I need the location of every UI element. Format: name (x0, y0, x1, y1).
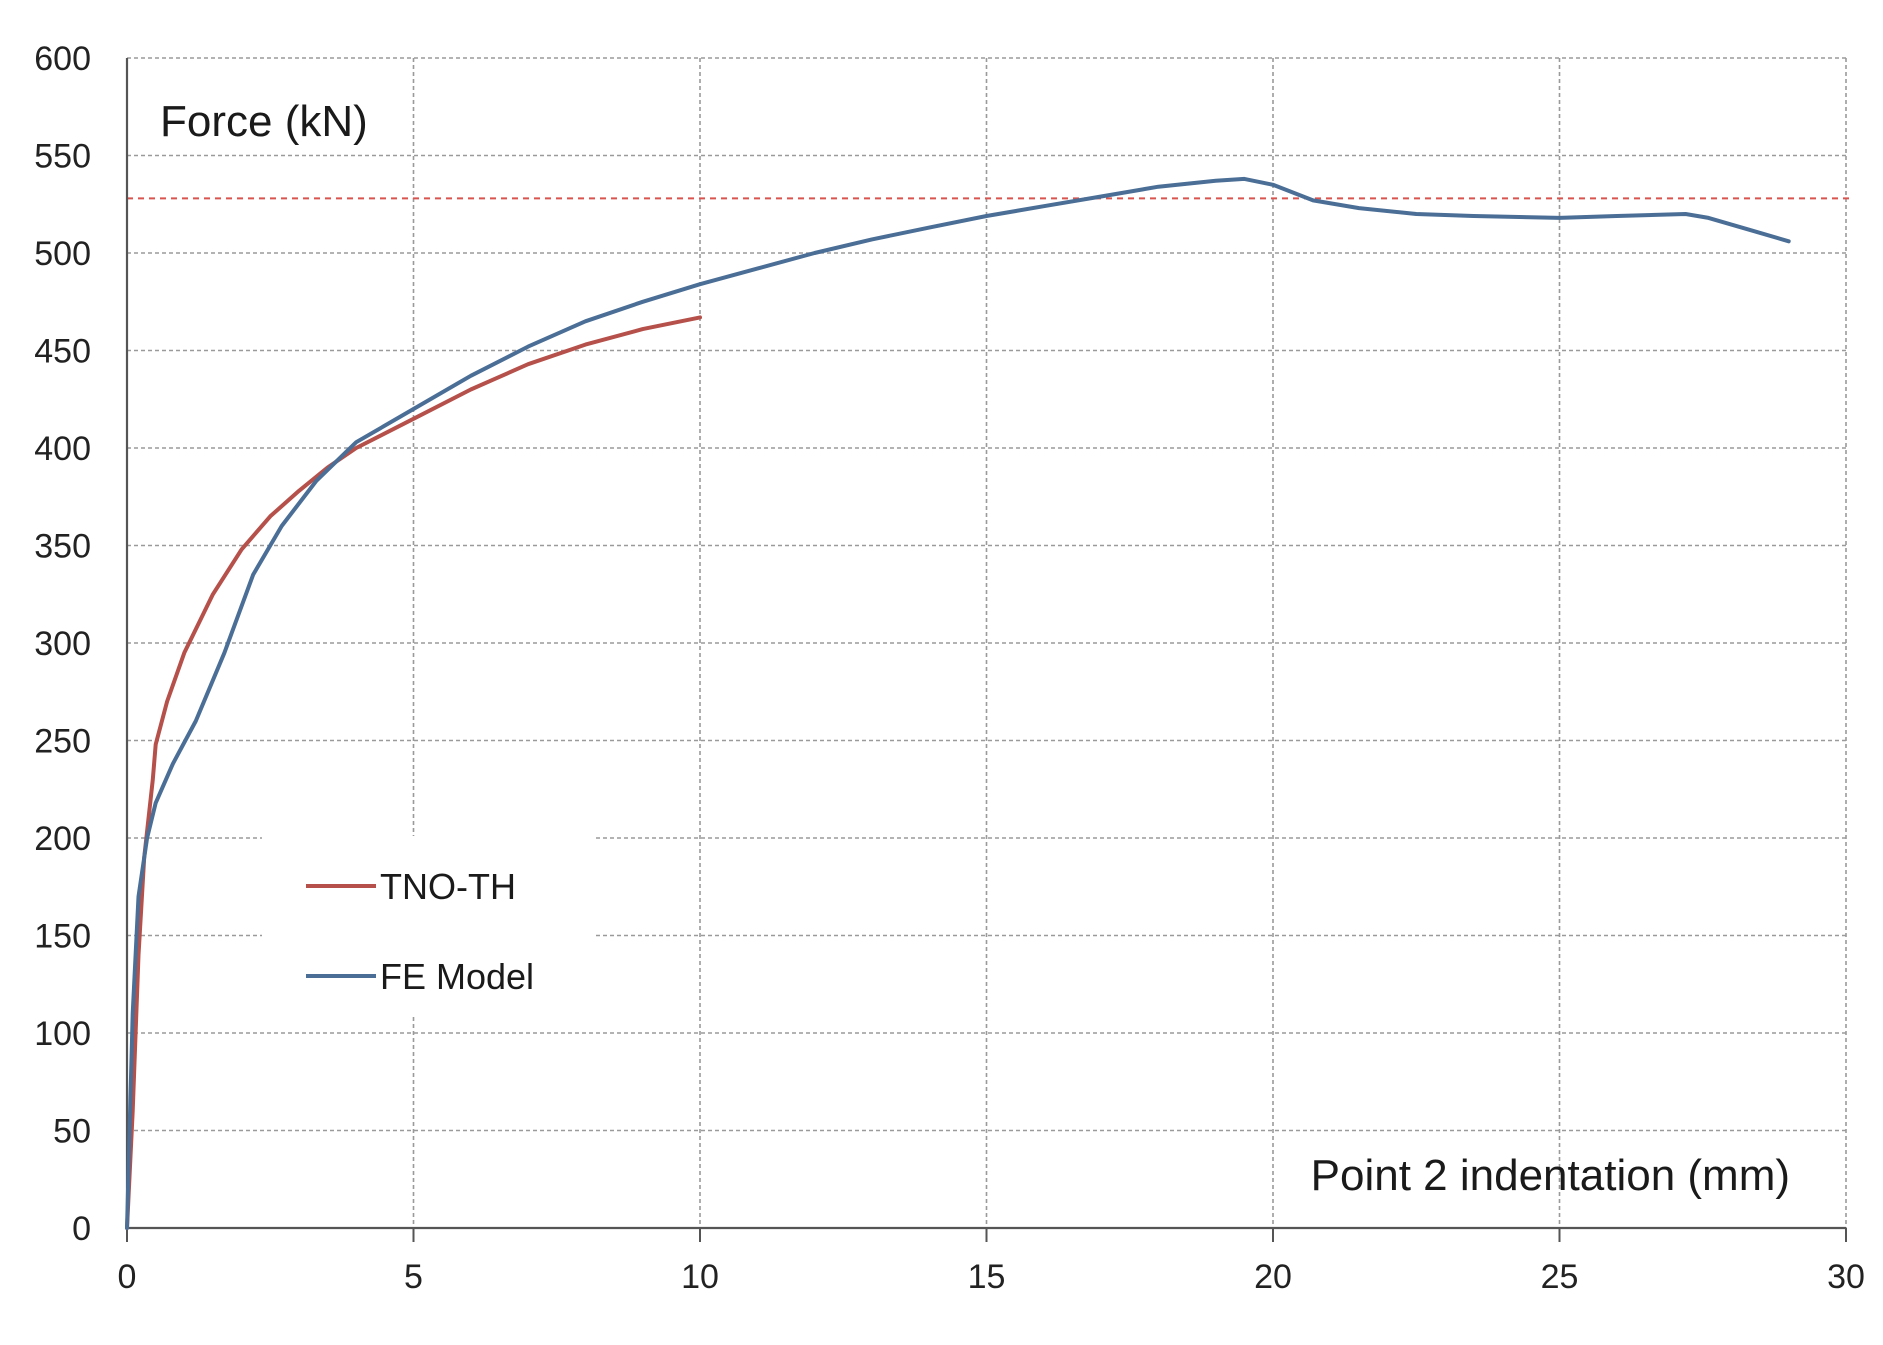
x-tick-label: 25 (1541, 1258, 1579, 1296)
y-tick-label: 50 (53, 1113, 91, 1151)
y-tick-label: 250 (34, 723, 91, 761)
y-tick-label: 450 (34, 333, 91, 371)
y-tick-label: 550 (34, 138, 91, 176)
y-tick-label: 200 (34, 820, 91, 858)
legend-label-0: TNO-TH (380, 866, 516, 907)
axes: 0 50 100 150 200 250 300 350 400 450 500 550 600 0 5 10… (34, 40, 1865, 1296)
x-tick-label: 5 (404, 1258, 423, 1296)
x-tick-label: 15 (968, 1258, 1006, 1296)
x-tick-label: 20 (1254, 1258, 1292, 1296)
y-tick-label: 150 (34, 918, 91, 956)
legend-label-1: FE Model (380, 956, 534, 997)
legend: TNO-TH FE Model (262, 836, 594, 1014)
y-tick-label: 600 (34, 40, 91, 78)
x-axis-title: Point 2 indentation (mm) (1311, 1151, 1790, 1200)
x-tick-label: 0 (118, 1258, 137, 1296)
y-tick-label: 500 (34, 235, 91, 273)
series-group (125, 176, 1791, 1230)
legend-background (262, 836, 594, 1014)
grid (126, 57, 1847, 1229)
x-tick-label: 10 (681, 1258, 719, 1296)
y-axis-title: Force (kN) (160, 97, 368, 146)
y-tick-label: 100 (34, 1015, 91, 1053)
y-tick-label: 350 (34, 528, 91, 566)
y-tick-label: 0 (72, 1210, 91, 1248)
series-line-1 (125, 176, 1791, 1230)
y-tick-label: 400 (34, 430, 91, 468)
x-tick-label: 30 (1827, 1258, 1865, 1296)
y-tick-label: 300 (34, 625, 91, 663)
